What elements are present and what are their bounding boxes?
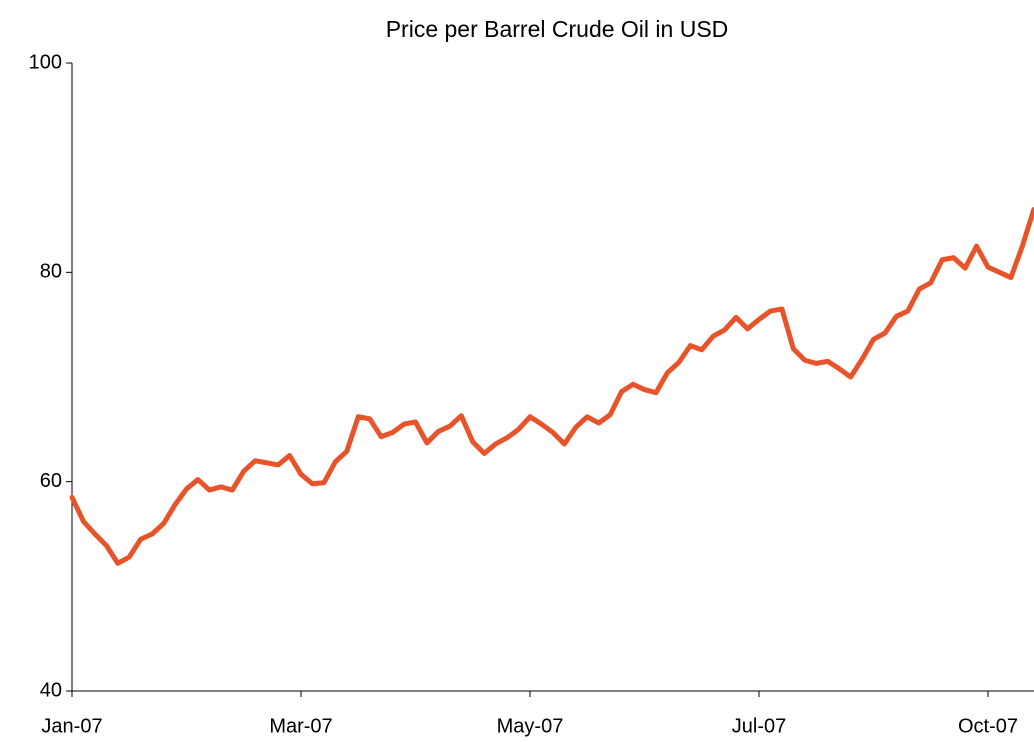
price-line: [69, 207, 1034, 566]
chart-title: Price per Barrel Crude Oil in USD: [386, 16, 729, 42]
x-tick-label: Jul-07: [732, 715, 786, 737]
x-tick-label: Oct-07: [958, 715, 1018, 737]
x-tick-label: May-07: [497, 715, 564, 737]
y-tick-label: 100: [29, 51, 62, 73]
x-tick-label: Jan-07: [41, 715, 102, 737]
y-tick-label: 80: [40, 261, 62, 283]
y-tick-label: 60: [40, 470, 62, 492]
x-tick-label: Mar-07: [269, 715, 332, 737]
y-tick-label: 40: [40, 679, 62, 701]
